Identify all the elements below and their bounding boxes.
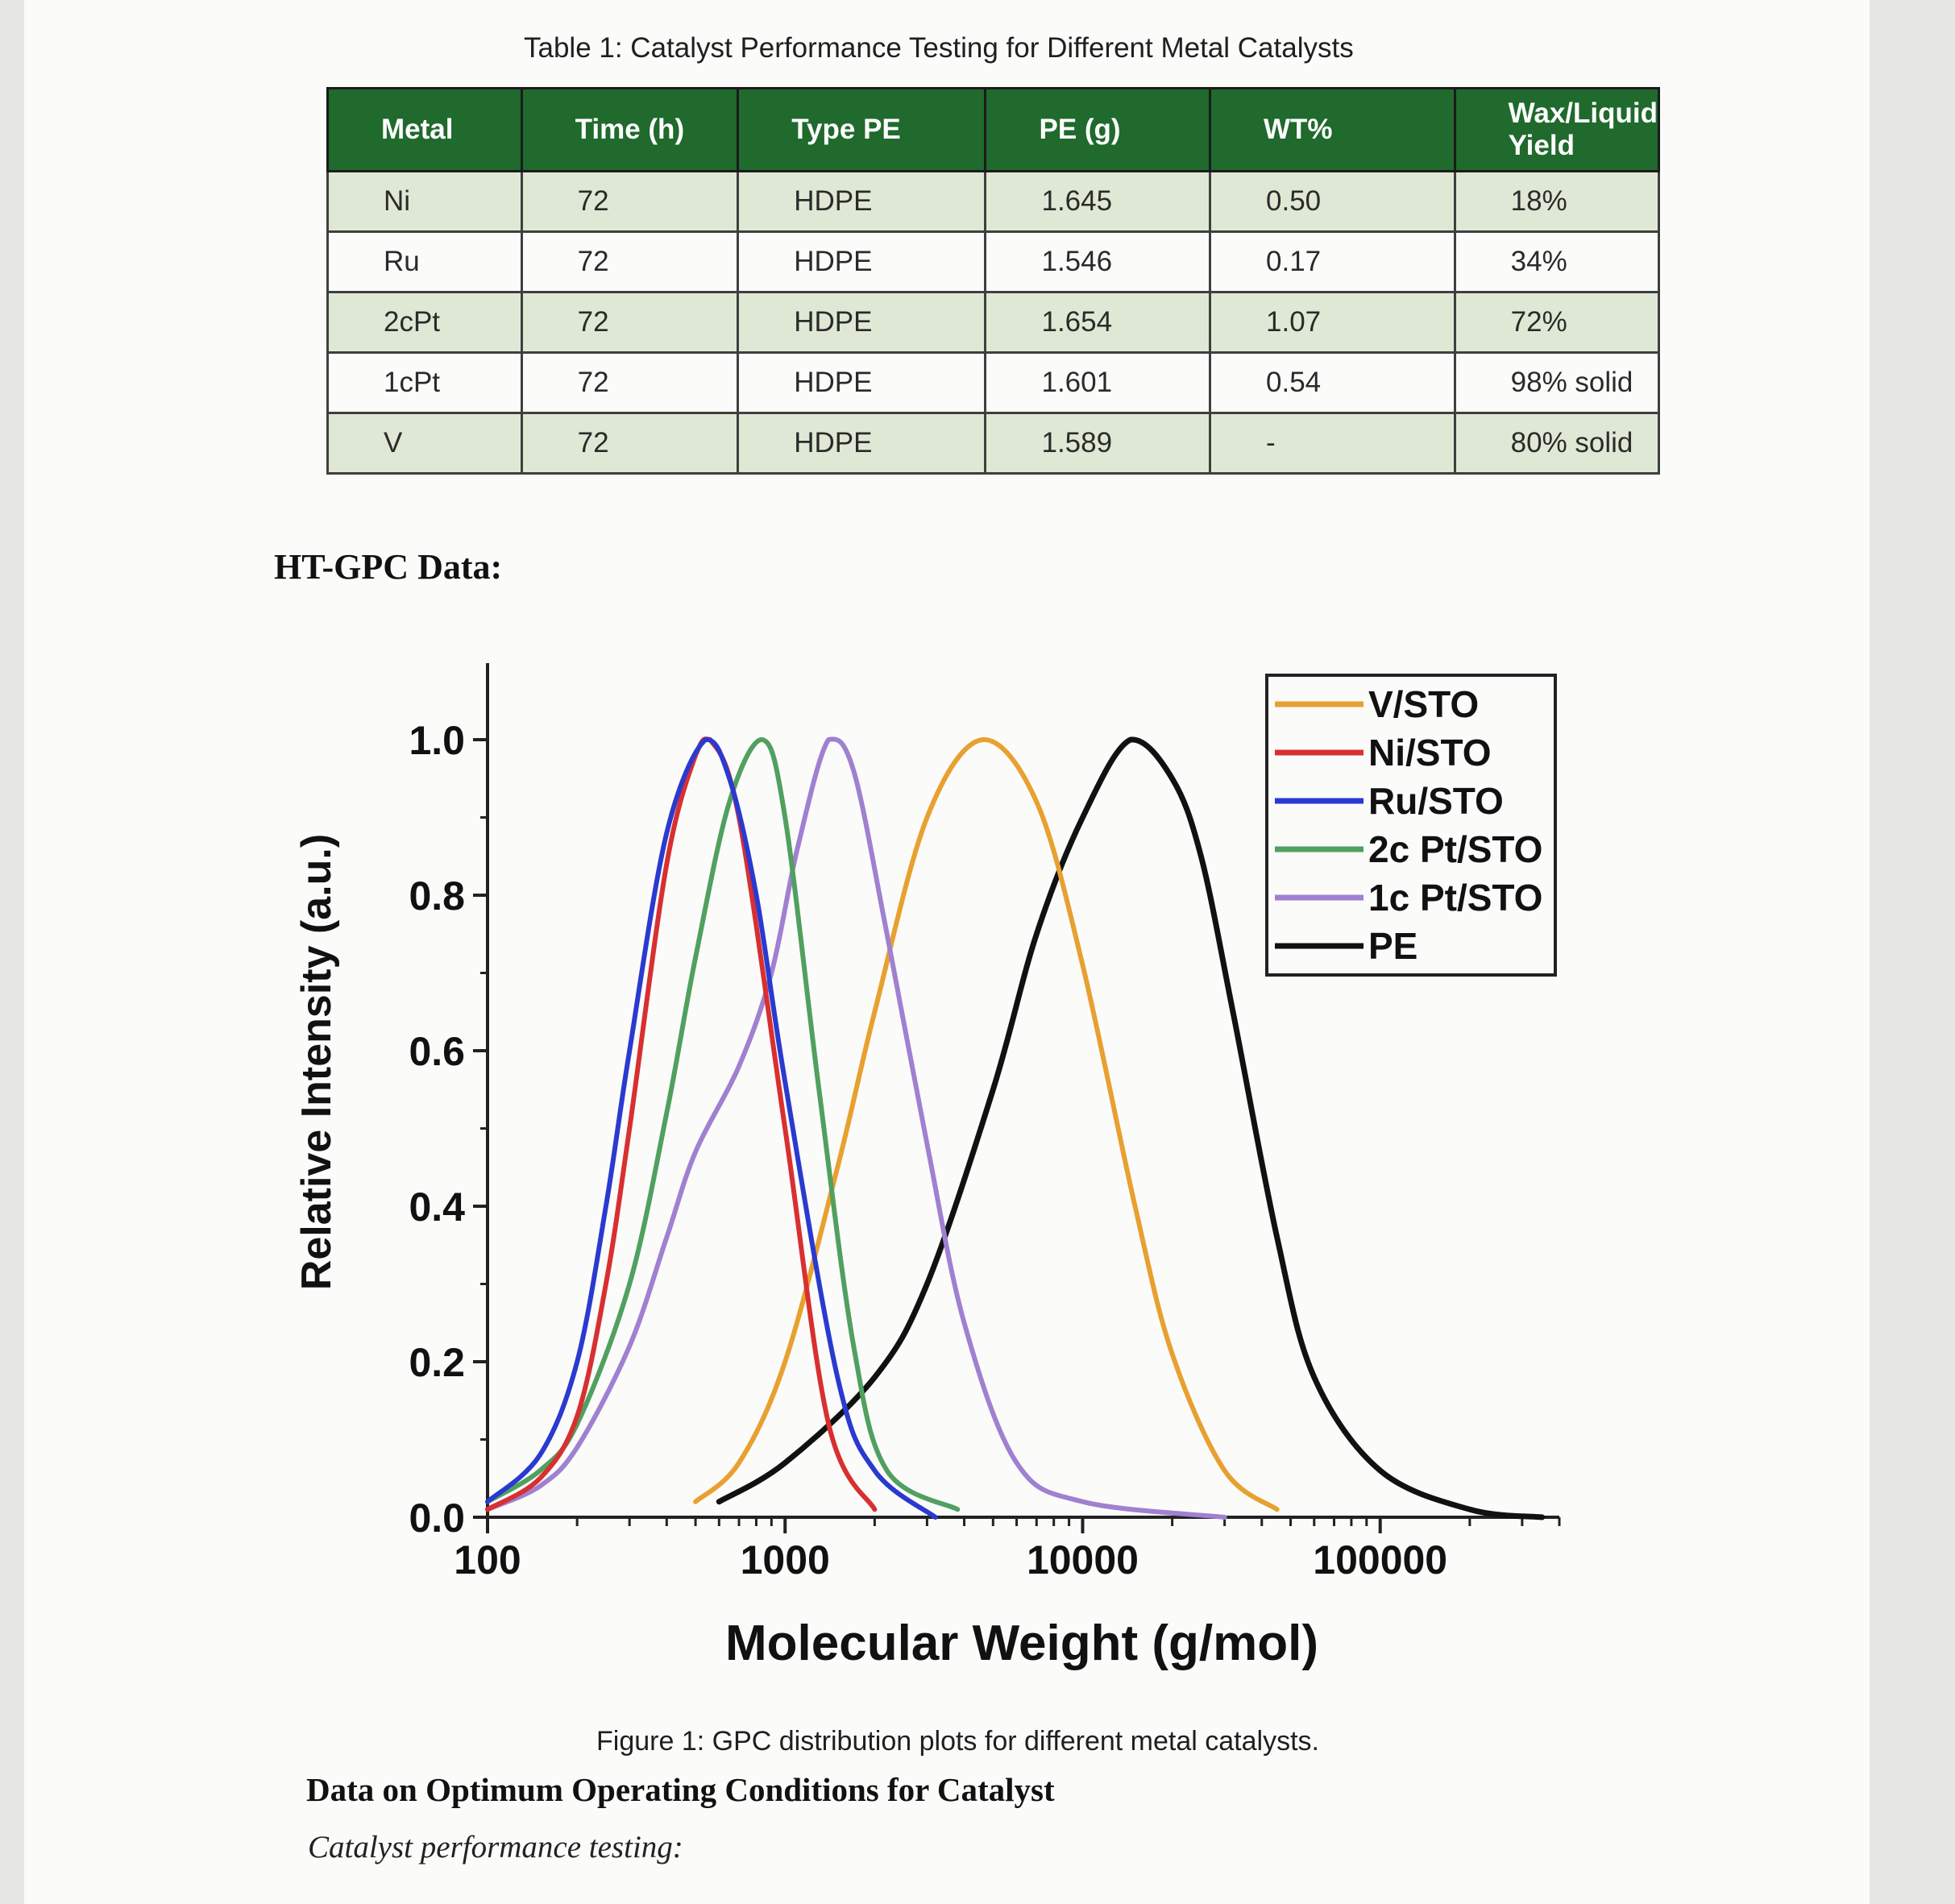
table-row: Ru 72 HDPE 1.546 0.17 34% xyxy=(326,230,1661,293)
cell-yield: 80% solid xyxy=(1453,412,1661,475)
table-row: 1cPt 72 HDPE 1.601 0.54 98% solid xyxy=(326,351,1661,414)
x-axis-title: Molecular Weight (g/mol) xyxy=(725,1616,1318,1671)
legend-label: 2c Pt/STO xyxy=(1368,828,1542,870)
chart-legend: V/STO Ni/STO Ru/STO 2c Pt/STO 1c Pt/STO PE xyxy=(1265,674,1557,977)
y-tick-label: 0.0 xyxy=(409,1495,465,1541)
document-page: Table 1: Catalyst Performance Testing fo… xyxy=(24,0,1870,1904)
series-line-v-sto xyxy=(693,736,1280,1512)
cell-type: HDPE xyxy=(737,170,987,233)
legend-label: 1c Pt/STO xyxy=(1368,877,1542,919)
header-type-pe: Type PE xyxy=(737,87,987,172)
cell-yield: 98% solid xyxy=(1453,351,1661,414)
table-row: 2cPt 72 HDPE 1.654 1.07 72% xyxy=(326,291,1661,354)
cell-type: HDPE xyxy=(737,230,987,293)
cell-pe: 1.589 xyxy=(984,412,1211,475)
header-metal: Metal xyxy=(326,87,523,172)
cell-yield: 18% xyxy=(1453,170,1661,233)
cell-metal: Ni xyxy=(326,170,523,233)
perf-subheading: Catalyst performance testing: xyxy=(308,1830,683,1865)
cell-pe: 1.645 xyxy=(984,170,1211,233)
header-pe-g: PE (g) xyxy=(984,87,1211,172)
cell-type: HDPE xyxy=(737,351,987,414)
cell-metal: Ru xyxy=(326,230,523,293)
y-tick-label: 1.0 xyxy=(409,718,465,763)
x-tick-label: 100000 xyxy=(1313,1537,1447,1583)
table-row: V 72 HDPE 1.589 - 80% solid xyxy=(326,412,1661,475)
cell-wt: 0.17 xyxy=(1209,230,1456,293)
series-line-1c-pt-sto xyxy=(485,736,1227,1520)
cell-metal: 2cPt xyxy=(326,291,523,354)
y-tick-label: 0.6 xyxy=(409,1029,465,1074)
legend-label: Ru/STO xyxy=(1368,780,1504,822)
cell-wt: 0.50 xyxy=(1209,170,1456,233)
x-tick-label: 10000 xyxy=(1027,1537,1139,1583)
table-caption: Table 1: Catalyst Performance Testing fo… xyxy=(524,32,1354,64)
legend-box xyxy=(1265,674,1557,977)
y-tick-label: 0.2 xyxy=(409,1340,465,1385)
header-time: Time (h) xyxy=(520,87,740,172)
cell-wt: - xyxy=(1209,412,1456,475)
cell-wt: 0.54 xyxy=(1209,351,1456,414)
cell-metal: 1cPt xyxy=(326,351,523,414)
x-tick-label: 100 xyxy=(454,1537,521,1583)
cell-pe: 1.654 xyxy=(984,291,1211,354)
series-line-ru-sto xyxy=(485,736,938,1520)
x-tick-label: 1000 xyxy=(741,1537,830,1583)
cell-time: 72 xyxy=(520,230,740,293)
section-heading: HT-GPC Data: xyxy=(274,547,503,587)
cell-metal: V xyxy=(326,412,523,475)
chart-series xyxy=(485,736,1546,1520)
cell-yield: 34% xyxy=(1453,230,1661,293)
optimum-heading: Data on Optimum Operating Conditions for… xyxy=(306,1771,1055,1808)
legend-label: PE xyxy=(1368,925,1417,967)
y-tick-label: 0.8 xyxy=(409,873,465,919)
table-row: Ni 72 HDPE 1.645 0.50 18% xyxy=(326,170,1661,233)
cell-time: 72 xyxy=(520,170,740,233)
series-line-pe xyxy=(716,736,1546,1520)
cell-pe: 1.546 xyxy=(984,230,1211,293)
figure-caption: Figure 1: GPC distribution plots for dif… xyxy=(596,1726,1319,1757)
cell-yield: 72% xyxy=(1453,291,1661,354)
cell-time: 72 xyxy=(520,412,740,475)
header-yield: Wax/Liquid Yield xyxy=(1453,87,1661,172)
cell-wt: 1.07 xyxy=(1209,291,1456,354)
catalyst-performance-table: Metal Time (h) Type PE PE (g) WT% Wax/Li… xyxy=(326,87,1661,475)
header-wt: WT% xyxy=(1209,87,1456,172)
series-line-ni-sto xyxy=(485,736,878,1512)
cell-time: 72 xyxy=(520,351,740,414)
y-tick-label: 0.4 xyxy=(409,1184,465,1230)
legend-label: V/STO xyxy=(1368,683,1479,725)
y-axis-title: Relative Intensity (a.u.) xyxy=(293,834,340,1290)
table-header-row: Metal Time (h) Type PE PE (g) WT% Wax/Li… xyxy=(326,87,1661,172)
cell-pe: 1.601 xyxy=(984,351,1211,414)
cell-time: 72 xyxy=(520,291,740,354)
cell-type: HDPE xyxy=(737,291,987,354)
cell-type: HDPE xyxy=(737,412,987,475)
legend-label: Ni/STO xyxy=(1368,732,1492,774)
series-line-2c-pt-sto xyxy=(485,737,961,1512)
